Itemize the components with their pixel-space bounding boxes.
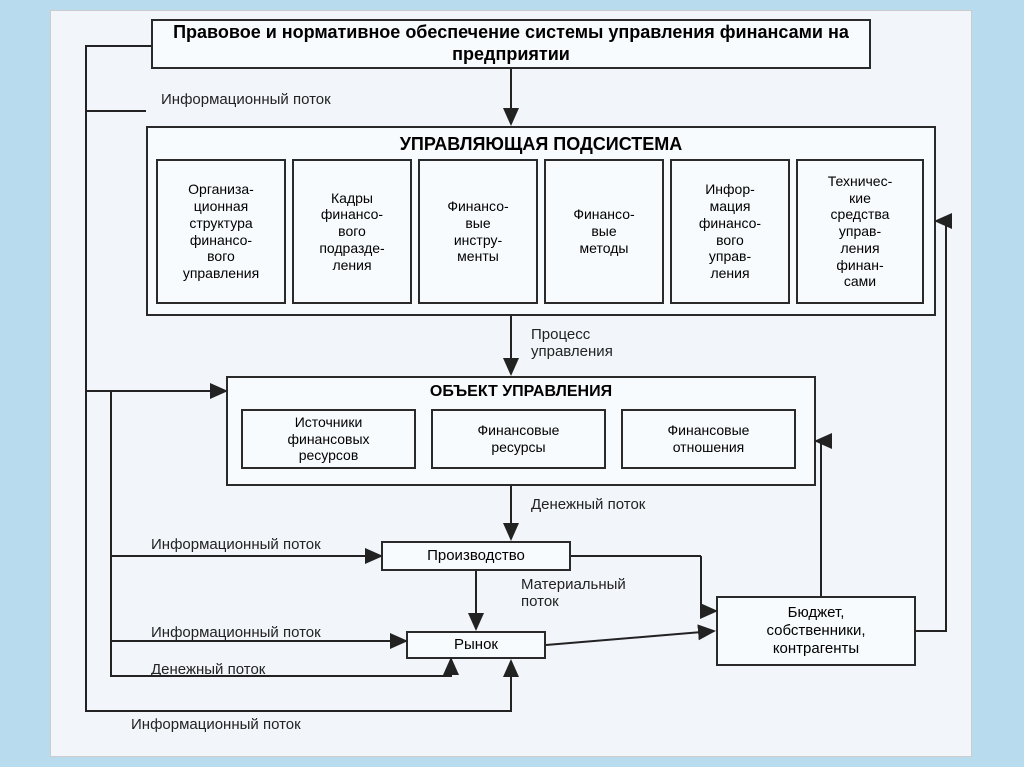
label-info-1: Информационный поток (161, 91, 331, 108)
object-item-1: Финансовые ресурсы (431, 409, 606, 469)
label-material: Материальный поток (521, 576, 626, 610)
object-item-label: Финансовые ресурсы (478, 422, 560, 456)
top-title-box: Правовое и нормативное обеспечение систе… (151, 19, 871, 69)
subsystem-item-label: Финансо- вые методы (573, 206, 634, 256)
subsystem-item-2: Финансо- вые инстру- менты (418, 159, 538, 304)
top-title-text: Правовое и нормативное обеспечение систе… (157, 22, 865, 65)
subsystem-item-3: Финансо- вые методы (544, 159, 664, 304)
diagram-canvas: Правовое и нормативное обеспечение систе… (50, 10, 972, 757)
budget-label: Бюджет, собственники, контрагенты (766, 604, 865, 658)
subsystem-item-0: Организа- ционная структура финансо- вог… (156, 159, 286, 304)
label-info-2: Информационный поток (151, 536, 321, 553)
object-item-label: Источники финансовых ресурсов (287, 414, 369, 464)
subsystem-item-label: Организа- ционная структура финансо- вог… (183, 181, 259, 282)
market-label: Рынок (454, 636, 498, 654)
label-money-2: Денежный поток (151, 661, 265, 678)
label-info-3: Информационный поток (151, 624, 321, 641)
subsystem-item-4: Инфор- мация финансо- вого управ- ления (670, 159, 790, 304)
market-box: Рынок (406, 631, 546, 659)
subsystem-item-label: Кадры финансо- вого подразде- ления (319, 190, 384, 274)
label-info-4: Информационный поток (131, 716, 301, 733)
production-box: Производство (381, 541, 571, 571)
label-money-1: Денежный поток (531, 496, 645, 513)
object-item-0: Источники финансовых ресурсов (241, 409, 416, 469)
budget-box: Бюджет, собственники, контрагенты (716, 596, 916, 666)
subsystem-item-label: Финансо- вые инстру- менты (447, 198, 508, 265)
subsystem-item-5: Техничес- кие средства управ- ления фина… (796, 159, 924, 304)
subsystem-item-1: Кадры финансо- вого подразде- ления (292, 159, 412, 304)
object-title: ОБЪЕКТ УПРАВЛЕНИЯ (430, 382, 612, 401)
object-item-2: Финансовые отношения (621, 409, 796, 469)
object-item-label: Финансовые отношения (668, 422, 750, 456)
label-process: Процесс управления (531, 326, 613, 360)
subsystem-title: УПРАВЛЯЮЩАЯ ПОДСИСТЕМА (400, 134, 683, 156)
production-label: Производство (427, 547, 525, 565)
subsystem-item-label: Инфор- мация финансо- вого управ- ления (699, 181, 761, 282)
subsystem-item-label: Техничес- кие средства управ- ления фина… (828, 173, 893, 291)
